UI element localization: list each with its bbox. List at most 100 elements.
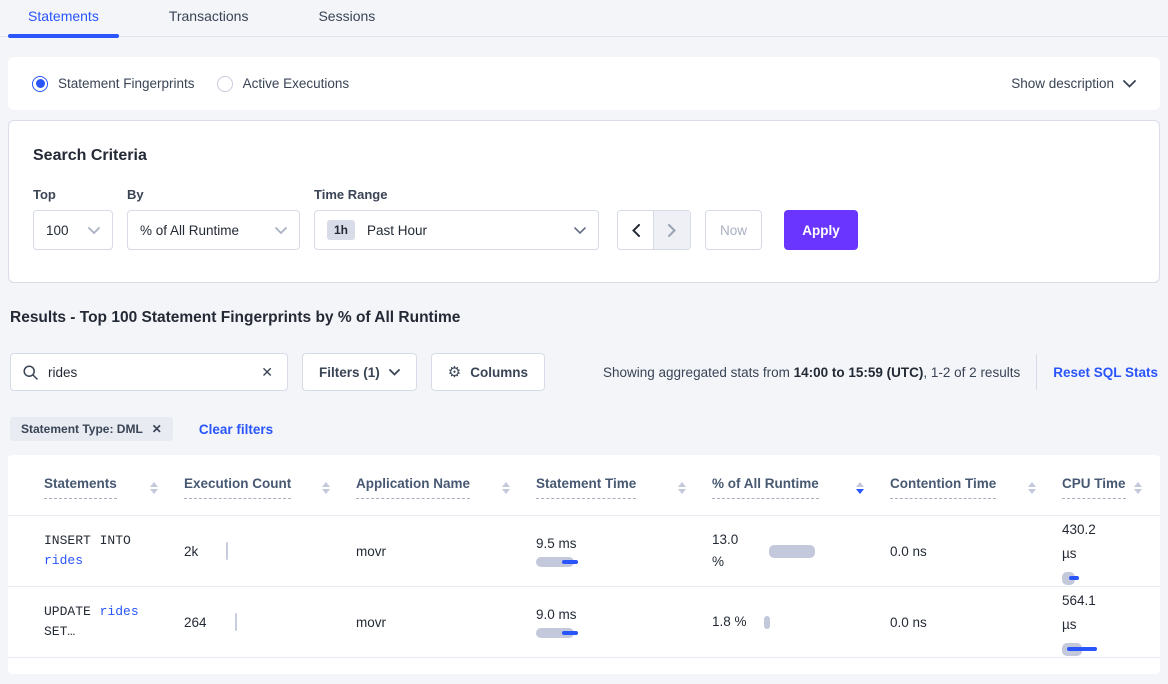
value-bar	[536, 627, 578, 638]
value-bar	[763, 615, 770, 629]
radio-label: Active Executions	[242, 76, 350, 91]
top-field: Top 100	[33, 187, 113, 250]
sort-arrows-icon[interactable]	[856, 481, 864, 494]
filter-chip-label: Statement Type: DML	[21, 422, 143, 436]
cell-value: 430.2 µs	[1062, 521, 1096, 561]
count-bar	[234, 613, 237, 631]
pct-of-all-runtime-cell: 1.8 %	[712, 587, 890, 657]
tab-sessions[interactable]: Sessions	[318, 8, 376, 24]
statement-link[interactable]: rides	[44, 553, 84, 568]
statement-fingerprint: UPDATE rides SET…	[44, 602, 156, 642]
chevron-down-icon	[1123, 79, 1136, 88]
clear-filters-link[interactable]: Clear filters	[198, 421, 274, 437]
statement-fingerprint: INSERT INTO rides	[44, 531, 156, 571]
search-criteria-card: Search Criteria Top 100 By % of All Runt…	[8, 120, 1160, 283]
cell-value: 564.1 µs	[1062, 592, 1096, 632]
table-row: INSERT INTO rides 2k movr 9.5 ms 13.0 % 0.0 n…	[8, 516, 1160, 587]
value-bar	[1062, 571, 1079, 585]
previous-time-range-button[interactable]	[618, 211, 654, 249]
by-label: By	[127, 187, 144, 202]
columns-button[interactable]: ⚙ Columns	[430, 353, 545, 391]
time-range-select[interactable]: 1h Past Hour	[314, 210, 599, 250]
time-range-pager	[617, 210, 691, 250]
by-value: % of All Runtime	[140, 222, 240, 238]
search-input[interactable]	[48, 364, 260, 380]
remove-filter-icon[interactable]: ✕	[151, 422, 162, 436]
cpu-time-cell: 430.2 µs	[1062, 516, 1144, 586]
time-range-field: Time Range 1h Past Hour	[314, 187, 599, 250]
top-value: 100	[46, 222, 69, 238]
chevron-down-icon	[275, 226, 287, 234]
clear-search-icon[interactable]: ✕	[261, 363, 273, 380]
sort-arrows-icon[interactable]	[322, 481, 330, 494]
tab-transactions[interactable]: Transactions	[168, 8, 249, 24]
time-range-badge: 1h	[327, 220, 356, 240]
sort-arrows-icon[interactable]	[150, 481, 158, 494]
next-time-range-button[interactable]	[654, 211, 690, 249]
statement-text: INSERT INTO	[44, 533, 131, 548]
execution-count-cell: 264	[184, 587, 356, 657]
cell-value: 13.0 %	[712, 532, 739, 569]
column-header-application-name[interactable]: Application Name	[356, 455, 536, 515]
tab-statements[interactable]: Statements	[4, 0, 123, 38]
sort-arrows-icon[interactable]	[1028, 481, 1036, 494]
chevron-down-icon	[574, 226, 586, 234]
by-select[interactable]: % of All Runtime	[127, 210, 300, 250]
cell-value: 9.5 ms	[536, 535, 577, 551]
time-range-label: Time Range	[314, 187, 388, 202]
apply-button[interactable]: Apply	[784, 210, 858, 250]
column-label: Contention Time	[890, 476, 997, 499]
stats-time-range: 14:00 to 15:59 (UTC)	[793, 364, 924, 380]
application-name-cell: movr	[356, 543, 386, 559]
count-bar	[226, 542, 229, 560]
filters-button[interactable]: Filters (1)	[302, 353, 417, 391]
active-filters-row: Statement Type: DML ✕ Clear filters	[10, 417, 1158, 441]
search-box: ✕	[10, 353, 288, 391]
chevron-left-icon	[631, 223, 640, 237]
column-header-statements[interactable]: Statements	[44, 455, 184, 515]
execution-count-cell: 2k	[184, 516, 356, 586]
tab-bar: Statements Transactions Sessions	[0, 0, 1168, 38]
cell-value: 1.8 %	[712, 614, 747, 629]
statement-text: SET…	[44, 624, 76, 639]
column-label: Execution Count	[184, 476, 292, 499]
contention-time-cell: 0.0 ns	[890, 543, 927, 559]
chevron-down-icon	[88, 226, 100, 234]
reset-sql-stats-link[interactable]: Reset SQL Stats	[1053, 364, 1158, 380]
show-description-toggle[interactable]: Show description	[1011, 76, 1136, 91]
value-bar	[1062, 642, 1097, 656]
show-description-label: Show description	[1011, 76, 1114, 91]
statement-time-cell: 9.5 ms	[536, 516, 712, 586]
sort-arrows-icon[interactable]	[502, 481, 510, 494]
now-button[interactable]: Now	[705, 210, 762, 250]
search-criteria-title: Search Criteria	[33, 147, 147, 164]
column-header-execution-count[interactable]: Execution Count	[184, 455, 356, 515]
radio-statement-fingerprints[interactable]: Statement Fingerprints	[32, 75, 195, 92]
statement-time-cell: 9.0 ms	[536, 587, 712, 657]
value-bar	[536, 556, 578, 567]
chevron-down-icon	[388, 368, 400, 376]
statement-link[interactable]: rides	[99, 604, 139, 619]
radio-unselected-icon	[216, 75, 233, 92]
statement-cell: UPDATE rides SET…	[44, 587, 184, 657]
column-label: Statements	[44, 476, 117, 499]
statement-text: UPDATE	[44, 604, 100, 619]
cell-value: 264	[184, 614, 207, 630]
cpu-time-cell: 564.1 µs	[1062, 587, 1144, 657]
column-header-cpu-time[interactable]: CPU Time	[1062, 455, 1144, 515]
filter-chip-statement-type[interactable]: Statement Type: DML ✕	[10, 417, 173, 441]
column-header-pct-of-all-runtime[interactable]: % of All Runtime	[712, 455, 890, 515]
radio-active-executions[interactable]: Active Executions	[216, 75, 350, 92]
statement-cell: INSERT INTO rides	[44, 516, 184, 586]
application-name-cell: movr	[356, 614, 386, 630]
by-field: By % of All Runtime	[127, 187, 300, 250]
column-label: Application Name	[356, 476, 471, 499]
pct-of-all-runtime-cell: 13.0 %	[712, 516, 890, 586]
statements-table: Statements Execution Count Application Nam…	[8, 455, 1160, 674]
column-label: CPU Time	[1062, 476, 1126, 499]
column-header-statement-time[interactable]: Statement Time	[536, 455, 712, 515]
column-header-contention-time[interactable]: Contention Time	[890, 455, 1062, 515]
sort-arrows-icon[interactable]	[678, 481, 686, 494]
sort-arrows-icon[interactable]	[1133, 481, 1142, 494]
top-select[interactable]: 100	[33, 210, 113, 250]
